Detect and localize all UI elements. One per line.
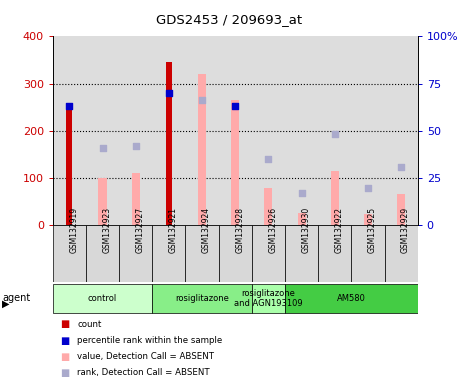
Text: ▶: ▶ [2,298,10,308]
Text: rosiglitazone
and AGN193109: rosiglitazone and AGN193109 [234,289,303,308]
Text: rank, Detection Call = ABSENT: rank, Detection Call = ABSENT [77,368,210,377]
Text: rosiglitazone: rosiglitazone [175,294,229,303]
FancyBboxPatch shape [285,225,318,282]
Bar [99,178,106,225]
Text: GSM132921: GSM132921 [169,207,178,253]
FancyBboxPatch shape [152,225,185,282]
Point [99,145,106,151]
FancyBboxPatch shape [351,225,385,282]
Bar [198,74,206,225]
Text: GSM132919: GSM132919 [69,207,78,253]
Text: AM580: AM580 [337,294,366,303]
Text: ■: ■ [60,336,69,346]
FancyBboxPatch shape [53,284,152,313]
Text: GSM132925: GSM132925 [368,207,377,253]
FancyBboxPatch shape [185,225,218,282]
Text: GDS2453 / 209693_at: GDS2453 / 209693_at [157,13,302,26]
FancyBboxPatch shape [385,225,418,282]
Bar [166,62,172,225]
Bar [67,107,72,225]
Bar [385,36,418,225]
FancyBboxPatch shape [86,225,119,282]
Text: GSM132923: GSM132923 [102,207,112,253]
Text: ■: ■ [60,368,69,378]
Text: count: count [77,320,101,329]
FancyBboxPatch shape [252,225,285,282]
Bar [132,173,140,225]
Bar [119,36,152,225]
FancyBboxPatch shape [252,284,285,313]
Bar [297,213,306,225]
Bar [351,36,385,225]
Text: GSM132927: GSM132927 [136,207,145,253]
Bar [185,36,218,225]
Text: GSM132930: GSM132930 [302,207,311,253]
Point [397,164,405,170]
Bar [218,36,252,225]
Text: GSM132928: GSM132928 [235,207,244,253]
Bar [264,188,273,225]
FancyBboxPatch shape [218,225,252,282]
Bar [285,36,318,225]
Point [66,103,73,109]
Bar [364,214,372,225]
Text: ■: ■ [60,319,69,329]
Bar [397,194,405,225]
Bar [252,36,285,225]
Point [132,143,140,149]
Point [265,156,272,162]
Bar [53,36,86,225]
Point [165,90,173,96]
Text: value, Detection Call = ABSENT: value, Detection Call = ABSENT [77,352,214,361]
Text: percentile rank within the sample: percentile rank within the sample [77,336,222,345]
Bar [330,170,339,225]
Text: GSM132929: GSM132929 [401,207,410,253]
FancyBboxPatch shape [53,225,86,282]
Point [331,131,338,137]
Point [364,185,372,191]
Text: agent: agent [2,293,31,303]
Point [298,190,305,196]
FancyBboxPatch shape [285,284,418,313]
Bar [318,36,351,225]
Text: GSM132922: GSM132922 [335,207,344,253]
Text: control: control [88,294,117,303]
Text: GSM132924: GSM132924 [202,207,211,253]
Bar [86,36,119,225]
Point [198,97,206,103]
Bar [231,100,239,225]
Text: ■: ■ [60,352,69,362]
FancyBboxPatch shape [318,225,351,282]
Bar [152,36,185,225]
Text: GSM132926: GSM132926 [269,207,277,253]
FancyBboxPatch shape [152,284,252,313]
Point [232,103,239,109]
FancyBboxPatch shape [119,225,152,282]
